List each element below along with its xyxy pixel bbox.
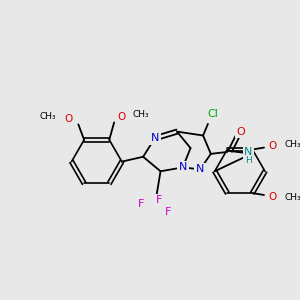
Text: F: F xyxy=(155,195,162,205)
Text: O: O xyxy=(268,141,277,151)
Text: N: N xyxy=(196,164,204,174)
Text: CH₃: CH₃ xyxy=(285,194,300,202)
Text: Cl: Cl xyxy=(207,109,218,119)
Text: O: O xyxy=(236,127,245,136)
Text: F: F xyxy=(165,207,172,217)
Text: N: N xyxy=(244,147,253,157)
Text: N: N xyxy=(178,162,187,172)
Text: N: N xyxy=(151,134,159,143)
Text: H: H xyxy=(245,156,252,165)
Text: O: O xyxy=(64,114,73,124)
Text: CH₃: CH₃ xyxy=(133,110,149,119)
Text: O: O xyxy=(268,192,277,202)
Text: O: O xyxy=(118,112,126,122)
Text: CH₃: CH₃ xyxy=(285,140,300,149)
Text: F: F xyxy=(138,199,144,209)
Text: CH₃: CH₃ xyxy=(39,112,56,121)
